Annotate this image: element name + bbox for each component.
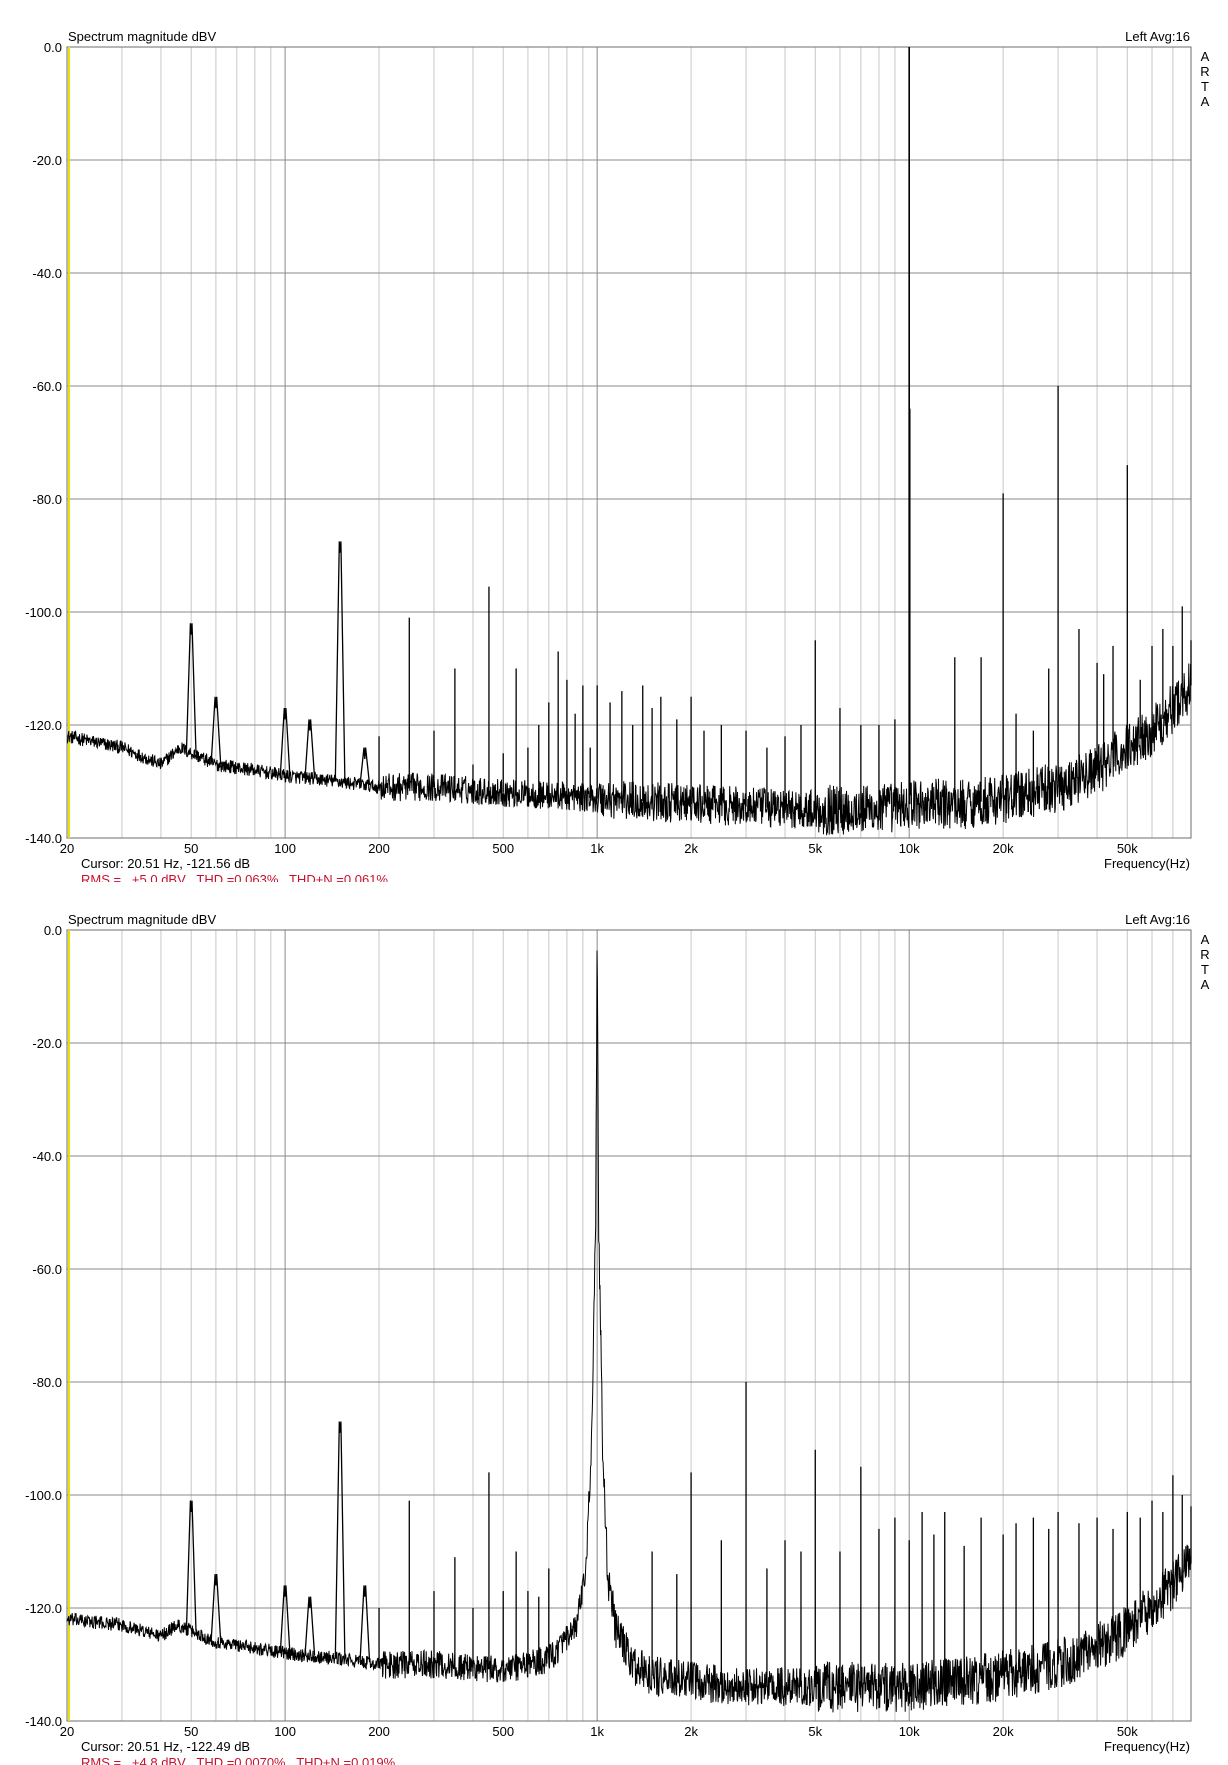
spectrum-chart-bottom: 0.0 -20.0 -40.0 -60.0 -80.0 -100.0 -120.0 -140.…: [0, 883, 1228, 1765]
spectrum-peak: [279, 708, 291, 776]
x-tick-label: 100: [274, 1724, 296, 1739]
chart-title: Spectrum magnitude dBV: [68, 29, 216, 44]
spectrum-svg-bottom: 0.0 -20.0 -40.0 -60.0 -80.0 -100.0 -120.0 -140.…: [25, 912, 1210, 1765]
spectrum-peak: [185, 623, 197, 753]
x-tick-label: 2k: [684, 1724, 698, 1739]
x-tick-label: 20: [60, 841, 74, 856]
x-tick-label: 5k: [808, 841, 822, 856]
spectrum-peak: [279, 1585, 291, 1654]
brand-letter: A: [1201, 49, 1210, 64]
x-tick-label: 2k: [684, 841, 698, 856]
y-tick-label: -60.0: [32, 1262, 62, 1277]
brand-letter: R: [1200, 64, 1209, 79]
x-tick-label: 1k: [590, 1724, 604, 1739]
cursor-readout: Cursor: 20.51 Hz, -121.56 dB: [81, 856, 250, 871]
x-tick-label: 10k: [899, 1724, 920, 1739]
grid: [66, 929, 1192, 1722]
x-axis-label: Frequency(Hz): [1104, 1739, 1190, 1754]
y-tick-label: -100.0: [25, 605, 62, 620]
x-tick-label: 200: [368, 841, 390, 856]
brand-letter: T: [1201, 962, 1209, 977]
y-tick-label: -100.0: [25, 1488, 62, 1503]
x-axis-label: Frequency(Hz): [1104, 856, 1190, 871]
spectrum-peak: [359, 747, 371, 786]
x-tick-label: 5k: [808, 1724, 822, 1739]
spectrum-peak: [334, 1421, 346, 1659]
spectrum-trace: [66, 950, 1192, 1713]
y-tick-label: -120.0: [25, 1601, 62, 1616]
y-tick-label: -80.0: [32, 492, 62, 507]
x-tick-label: 50k: [1117, 1724, 1138, 1739]
y-tick-label: -20.0: [32, 153, 62, 168]
y-tick-label: -140.0: [25, 1714, 62, 1729]
brand-letter: A: [1201, 94, 1210, 109]
x-tick-label: 50k: [1117, 841, 1138, 856]
x-tick-label: 10k: [899, 841, 920, 856]
y-tick-label: -60.0: [32, 379, 62, 394]
y-tick-label: -20.0: [32, 1036, 62, 1051]
y-tick-label: -40.0: [32, 266, 62, 281]
spectrum-chart-top: 0.0 -20.0 -40.0 -60.0 -80.0 -100.0 -120.0 -140.…: [0, 0, 1228, 882]
brand-letter: R: [1200, 947, 1209, 962]
spectrum-peak: [210, 696, 222, 765]
x-tick-label: 1k: [590, 841, 604, 856]
y-tick-label: 0.0: [44, 923, 62, 938]
grid: [66, 46, 1192, 839]
x-tick-label: 100: [274, 841, 296, 856]
y-tick-label: -140.0: [25, 831, 62, 846]
plot-frame: [66, 46, 1192, 839]
x-tick-label: 200: [368, 1724, 390, 1739]
spectrum-peak: [210, 1574, 222, 1642]
y-tick-label: 0.0: [44, 40, 62, 55]
y-tick-label: -80.0: [32, 1375, 62, 1390]
spectrum-peak: [334, 541, 346, 782]
stats-readout: RMS = +4.8 dBV THD =0.0070% THD+N =0.019…: [81, 1755, 396, 1765]
brand-letter: T: [1201, 79, 1209, 94]
chart-title: Spectrum magnitude dBV: [68, 912, 216, 927]
spectrum-peak: [304, 1596, 316, 1656]
spectrum-peak: [185, 1500, 197, 1632]
channel-info: Left Avg:16: [1125, 29, 1190, 44]
x-tick-label: 50: [184, 841, 198, 856]
x-tick-label: 20k: [993, 841, 1014, 856]
channel-info: Left Avg:16: [1125, 912, 1190, 927]
spectrum-peak: [359, 1585, 371, 1663]
x-tick-label: 20k: [993, 1724, 1014, 1739]
spectrum-peak: [304, 719, 316, 779]
brand-letter: A: [1201, 932, 1210, 947]
spectrum-svg-top: 0.0 -20.0 -40.0 -60.0 -80.0 -100.0 -120.0 -140.…: [25, 29, 1210, 882]
x-tick-label: 50: [184, 1724, 198, 1739]
x-tick-label: 20: [60, 1724, 74, 1739]
cursor-readout: Cursor: 20.51 Hz, -122.49 dB: [81, 1739, 250, 1754]
stats-readout: RMS = +5.0 dBV THD =0.063% THD+N =0.061%: [81, 872, 388, 882]
brand-letter: A: [1201, 977, 1210, 992]
x-tick-label: 500: [492, 841, 514, 856]
plot-frame: [66, 929, 1192, 1722]
y-tick-label: -40.0: [32, 1149, 62, 1164]
spectrum-trace: [66, 663, 1192, 836]
x-tick-label: 500: [492, 1724, 514, 1739]
y-tick-label: -120.0: [25, 718, 62, 733]
